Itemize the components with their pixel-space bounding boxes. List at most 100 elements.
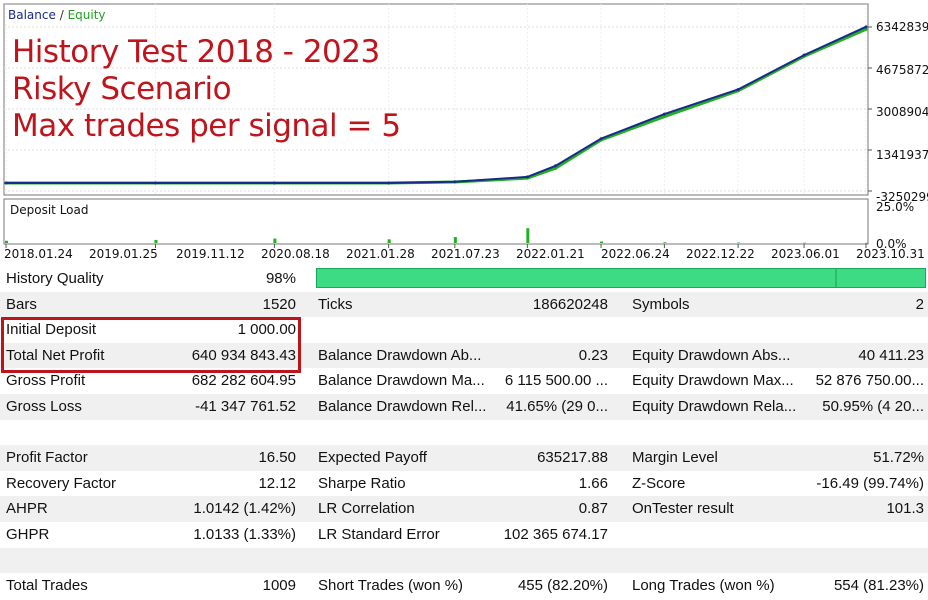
y-tick-label: 300890495 [876,105,928,119]
deposit-load-bar [273,238,277,243]
report-label [632,548,802,574]
x-tick-label: 2022.06.24 [601,247,670,261]
deposit-load-bar [154,240,158,243]
report-value: 2 [915,295,924,313]
report-row: Total Trades 1009 Short Trades (won %) 455 … [0,573,928,599]
report-value: 40 411.23 [858,346,924,364]
x-tick-label: 2019.11.12 [176,247,245,261]
x-tick-label: 2020.08.18 [261,247,330,261]
report-label [318,548,493,574]
deposit-load-bar [803,242,807,244]
report-label: OnTester result [632,500,734,518]
deposit-load-bar [5,240,8,243]
x-tick-label: 2022.01.21 [516,247,585,261]
history-quality-value: 98% [265,270,296,287]
balance-point [864,25,868,29]
report-row: GHPR 1.0133 (1.33%) LR Standard Error 102 3… [0,522,928,548]
report-label: Balance Drawdown Ma... [318,372,485,390]
main-panel-frame [3,3,869,196]
balance-point [272,181,276,185]
balance-point [525,175,529,179]
history-quality-bar [316,268,926,288]
report-value: 640 934 843.43 [191,346,296,364]
report-value [804,317,924,343]
x-tick-label: 2022.12.22 [686,247,755,261]
report-label: LR Correlation [318,500,415,518]
deposit-load-bar [865,242,868,244]
report-value: 1.0142 (1.42%) [193,500,296,518]
report-label: Symbols [632,295,690,313]
deposit-load-bar [453,237,457,243]
report-row: Gross Loss -41 347 761.52 Balance Drawdown… [0,394,928,420]
report-row: Profit Factor 16.50 Expected Payoff 635217.… [0,445,928,471]
chart-legend: Balance / Equity [8,8,106,22]
report-label: Expected Payoff [318,449,427,467]
report-label [6,548,166,574]
report-value [496,317,608,343]
x-tick-label: 2018.01.24 [4,247,73,261]
report-label: Equity Drawdown Abs... [632,346,791,364]
overlay-line-2: Risky Scenario [12,71,232,107]
report-value [804,522,924,548]
deposit-load-bar [526,228,530,243]
report-row [0,420,928,446]
report-label: Equity Drawdown Max... [632,372,794,390]
report-label: Initial Deposit [6,321,97,339]
report-label: Margin Level [632,449,718,467]
report-label: Balance Drawdown Ab... [318,346,482,364]
x-tick-label: 2021.07.23 [431,247,500,261]
y-tick-label: 134193747 [876,148,928,162]
balance-line [6,25,867,184]
overlay-line-3: Max trades per signal = 5 [12,108,401,144]
report-value: 101.3 [886,500,924,518]
report-value [804,548,924,574]
report-label: Z-Score [632,474,686,492]
report-value: 12.12 [258,474,296,492]
report-label: Short Trades (won %) [318,577,464,595]
report-value: 50.95% (4 20... [822,398,924,415]
report-value: 41.65% (29 0... [506,398,608,415]
report-value: 52 876 750.00... [815,372,924,390]
report-row: Gross Profit 682 282 604.95 Balance Drawdo… [0,368,928,394]
deposit-load-bar [387,239,391,243]
report-label: Gross Profit [6,372,86,390]
report-value: -41 347 761.52 [195,398,296,415]
report-label: Recovery Factor [6,474,117,492]
report-value: 455 (82.20%) [517,577,608,595]
report-value: 1.66 [578,474,608,492]
report-label: Total Trades [6,577,88,595]
report-label [632,317,802,343]
report-label: LR Standard Error [318,526,440,543]
report-label: AHPR [6,500,48,518]
deposit-load-tick: 25.0% [876,200,915,214]
report-value: 0.23 [578,346,608,364]
balance-point [662,112,666,116]
balance-point [802,53,806,57]
balance-point [387,181,391,185]
equity-point [662,115,666,119]
report-value: 635217.88 [537,449,608,467]
report-value: 51.72% [873,449,924,467]
balance-point [4,181,8,185]
report-row: Total Net Profit 640 934 843.43 Balance Dr… [0,342,928,369]
x-tick-label: 2023.10.31 [856,247,925,261]
report-label [632,420,802,446]
balance-point [453,180,457,184]
deposit-load-tick: 0.0% [876,237,907,251]
report-label: Gross Loss [6,398,82,415]
x-tick-label: 2023.06.01 [771,247,840,261]
report-label: Ticks [318,295,353,313]
report-value: 554 (81.23%) [833,577,924,595]
balance-point [554,164,558,168]
report-value [496,548,608,574]
report-value: 1009 [262,577,296,595]
deposit-load-bar [600,241,604,243]
report-label: Equity Drawdown Rela... [632,398,797,415]
overlay-line-1: History Test 2018 - 2023 [12,34,380,70]
y-tick-label: -32502999 [876,190,928,204]
report-label: Profit Factor [6,449,88,467]
report-value: 186620248 [532,295,608,313]
history-quality-row: History Quality 98% [0,266,928,292]
report-row [0,547,928,574]
report-label [632,522,802,548]
